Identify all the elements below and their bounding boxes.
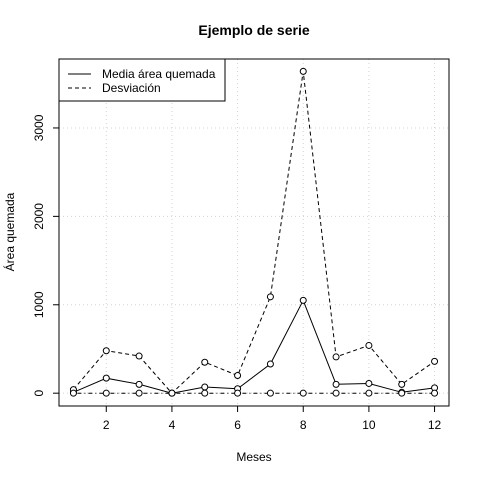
axes: 2 4 6 8 10 12 0 1000 2000 3000 (32, 114, 442, 432)
plot-frame (58, 58, 450, 407)
data-point (431, 389, 439, 397)
data-point (398, 380, 406, 388)
legend-label-desviacion: Desviación (102, 81, 161, 95)
data-point (266, 293, 274, 301)
y-tick-label: 0 (32, 390, 46, 397)
data-point (69, 389, 77, 397)
legend-box (58, 58, 226, 102)
data-point (365, 389, 373, 397)
x-tick-label: 12 (428, 418, 442, 432)
data-point (365, 379, 373, 387)
data-point (102, 347, 110, 355)
data-point (266, 389, 274, 397)
x-tick-label: 4 (169, 418, 176, 432)
y-tick-label: 1000 (32, 291, 46, 318)
series-line-1 (73, 299, 435, 394)
data-point (332, 389, 340, 397)
data-point (365, 341, 373, 349)
y-tick-label: 2000 (32, 203, 46, 230)
data-point (332, 353, 340, 361)
y-axis-label: Área quemada (2, 192, 17, 271)
data-point (266, 360, 274, 368)
legend-label-media: Media área quemada (102, 67, 216, 81)
data-point (135, 389, 143, 397)
data-point (168, 389, 176, 397)
y-tick-label: 3000 (32, 114, 46, 141)
data-point (431, 357, 439, 365)
series-group (69, 67, 439, 397)
data-point (234, 371, 242, 379)
data-point (299, 296, 307, 304)
data-point (299, 67, 307, 75)
data-point (201, 358, 209, 366)
data-point (102, 389, 110, 397)
x-tick-label: 6 (234, 418, 241, 432)
data-point (398, 389, 406, 397)
legend: Media área quemada Desviación (58, 58, 226, 102)
data-point (135, 352, 143, 360)
data-point (135, 380, 143, 388)
data-point (299, 389, 307, 397)
data-point (234, 389, 242, 397)
chart-title: Ejemplo de serie (198, 22, 309, 38)
data-point (102, 374, 110, 382)
x-axis-label: Meses (236, 450, 271, 464)
series-line-2 (73, 71, 435, 394)
x-tick-label: 10 (362, 418, 376, 432)
data-point (201, 389, 209, 397)
grid (59, 59, 449, 406)
data-point (332, 380, 340, 388)
x-tick-label: 8 (300, 418, 307, 432)
x-tick-label: 2 (103, 418, 110, 432)
data-point (201, 383, 209, 391)
